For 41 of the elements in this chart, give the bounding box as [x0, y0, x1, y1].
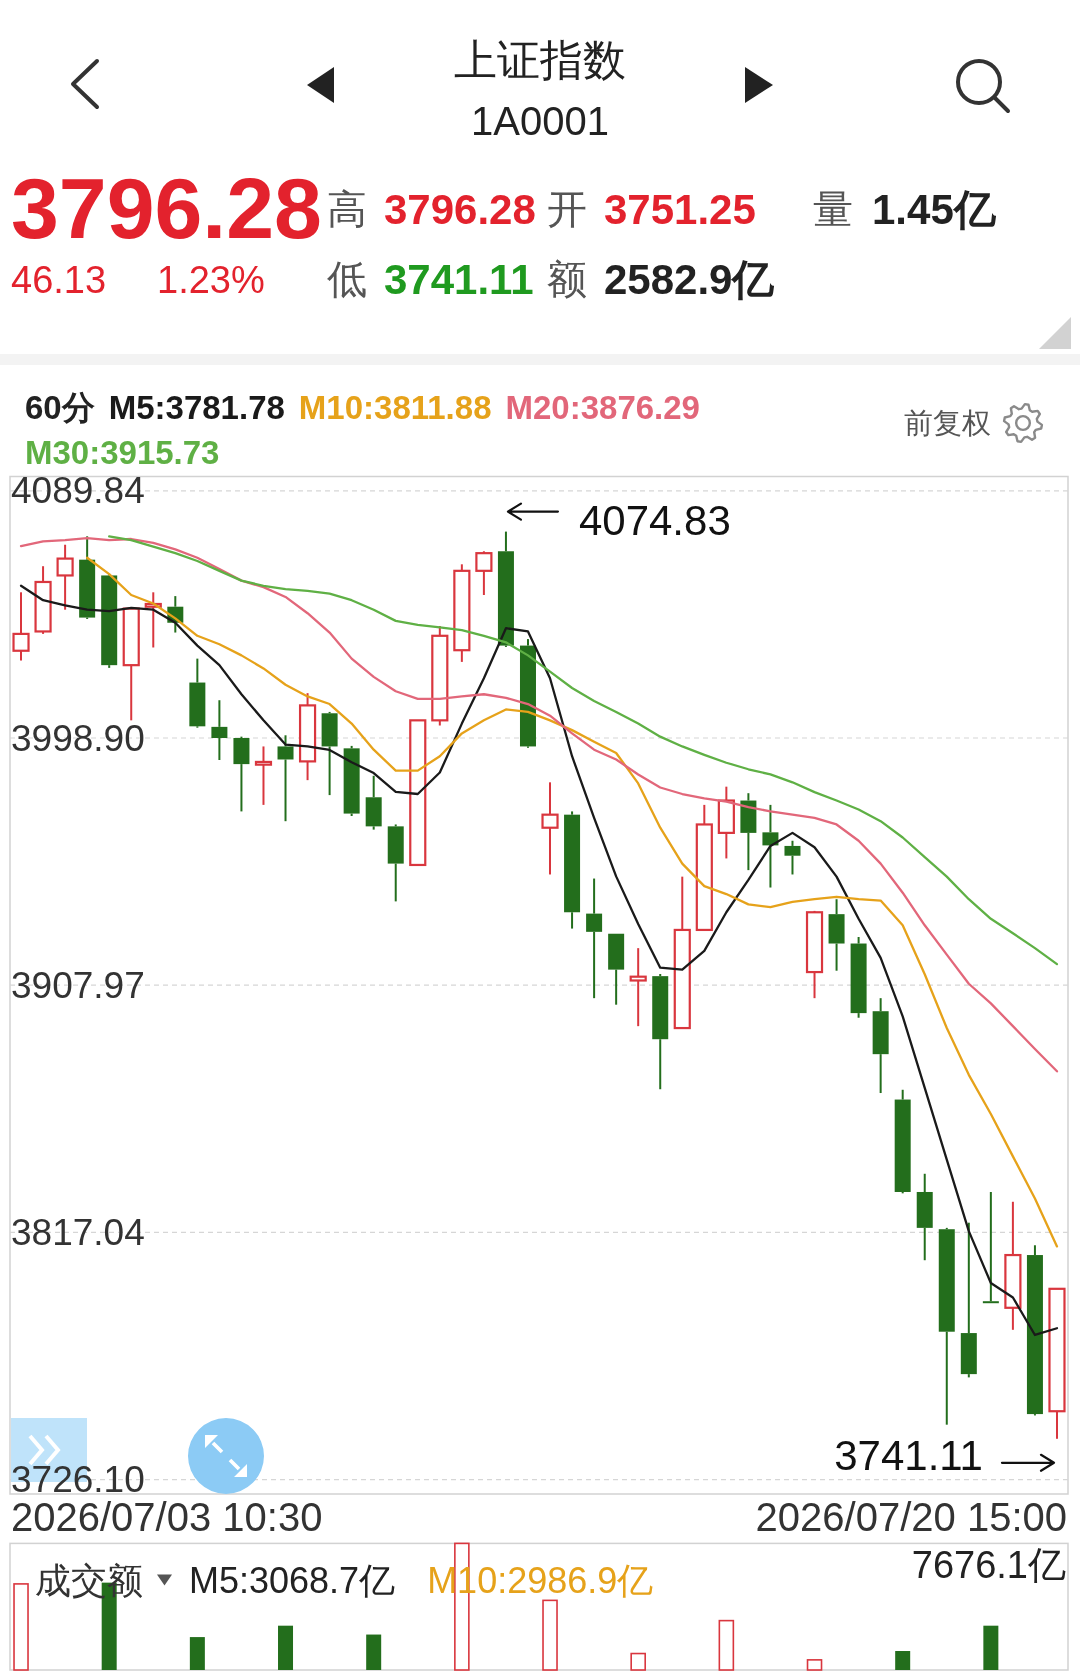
y-tick-label: 3817.04: [11, 1211, 145, 1253]
text: 3741.11: [384, 255, 534, 303]
text: 额: [547, 257, 587, 301]
annotation: 成交额: [35, 1559, 143, 1601]
text: M20:3876.29: [505, 388, 700, 426]
text: M10:3811.88: [298, 388, 492, 426]
text: 1.23%: [157, 259, 265, 301]
y-tick-label: 4089.84: [11, 470, 145, 512]
annotation: 7676.1亿: [911, 1544, 1066, 1587]
bar: [630, 1652, 646, 1671]
annotation: M5:3068.7亿: [189, 1559, 396, 1601]
y-tick-label: 3998.90: [11, 717, 145, 759]
bar: [983, 1625, 999, 1670]
text: 上证指数: [454, 36, 626, 84]
text: 前复权: [904, 407, 991, 439]
bar: [278, 1625, 294, 1670]
legend-title: 60分: [25, 388, 95, 426]
bar: [895, 1651, 911, 1670]
bar: [366, 1634, 382, 1670]
text: 2026/07/20 15:00: [755, 1495, 1067, 1539]
text: 3751.25: [604, 185, 756, 233]
text: 低: [327, 257, 367, 301]
annotation: 4074.83: [578, 497, 731, 545]
text: M5:3781.78: [108, 388, 285, 426]
text: 2582.9亿: [604, 255, 776, 303]
text: 3796.28: [11, 160, 322, 256]
text: 量: [813, 187, 853, 231]
bar: [806, 1659, 823, 1671]
text: 46.13: [11, 259, 107, 301]
bar: [718, 1619, 735, 1671]
bar: [542, 1599, 558, 1671]
y-tick-label: 3907.97: [11, 964, 145, 1006]
text: 1.45亿: [872, 185, 997, 233]
bar: [13, 1583, 29, 1671]
annotation: 3741.11: [834, 1432, 983, 1480]
text: M30:3915.73: [25, 433, 220, 471]
text: 高: [327, 187, 367, 231]
text: 1A0001: [471, 99, 609, 143]
text: 3796.28: [384, 185, 536, 233]
bar: [189, 1637, 205, 1670]
text: 开: [547, 187, 587, 231]
